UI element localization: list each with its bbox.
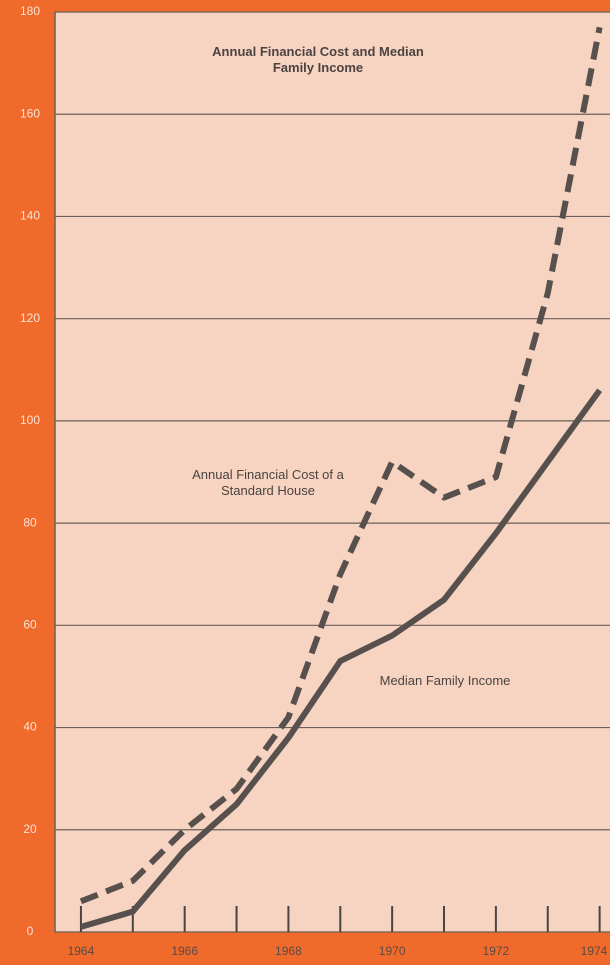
line [80,388,603,930]
x-tick-label: 1970 [379,944,406,958]
y-tick-label: 100 [20,413,40,427]
x-tick-label: 1972 [483,944,510,958]
y-tick-label: 120 [20,311,40,325]
y-tick-label: 160 [20,106,40,120]
y-tick-label: 0 [27,924,34,938]
x-tick-label: 1966 [171,944,198,958]
series-label: Annual Financial Cost of a Standard Hous… [192,467,344,498]
y-tick-label: 140 [20,209,40,223]
x-tick-label: 1974 [581,944,608,958]
plot-area [55,12,610,932]
y-tick-label: 20 [23,822,37,836]
y-tick-label: 60 [23,618,37,632]
chart-title: Annual Financial Cost and Median Family … [212,44,424,75]
x-tick-label: 1964 [68,944,95,958]
line [79,26,603,905]
y-tick-label: 40 [23,720,37,734]
y-tick-label: 80 [23,515,37,529]
y-tick-label: 180 [20,4,40,18]
series-label: Median Family Income [379,673,511,688]
x-tick-label: 1968 [275,944,302,958]
